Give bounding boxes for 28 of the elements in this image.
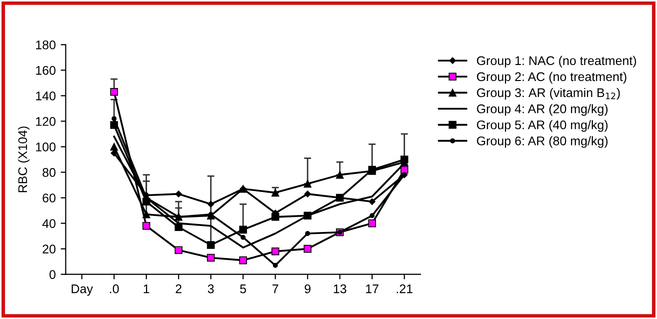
x-tick-label: Day xyxy=(72,284,93,296)
x-tick-label: 1 xyxy=(144,284,150,294)
x-tick-label: 2 xyxy=(176,284,182,294)
y-tick-label: 140 xyxy=(36,92,56,100)
y-tick-label: 40 xyxy=(42,219,56,228)
x-tick-label: 7 xyxy=(272,284,278,294)
y-tick-label: 0 xyxy=(50,270,56,279)
x-tick-label: 13 xyxy=(334,284,346,294)
x-tick-label: 3 xyxy=(208,284,214,294)
y-tick-label: 80 xyxy=(42,168,56,177)
x-tick-label: .0 xyxy=(110,284,119,294)
legend-label: Group 5: AR (40 mg/kg) xyxy=(476,120,608,132)
y-tick-label: 100 xyxy=(36,142,56,152)
y-tick-label: 180 xyxy=(36,40,56,50)
y-tick-label: 60 xyxy=(42,194,56,202)
legend-label: Group 6: AR (80 mg/kg) xyxy=(476,136,608,148)
y-tick-label: 120 xyxy=(36,117,56,126)
legend-label: Group 2: AC (no treatment) xyxy=(476,72,626,84)
x-tick-label: .21 xyxy=(396,284,412,294)
legend-label: Group 4: AR (20 mg/kg) xyxy=(476,104,608,116)
x-tick-label: 17 xyxy=(366,284,378,294)
legend-label: Group 1: NAC (no treatment) xyxy=(476,56,636,68)
y-tick-label: 160 xyxy=(36,66,56,75)
x-tick-label: 5 xyxy=(240,284,246,294)
legend-label: Group 3: AR (vitamin B$_{12}$) xyxy=(476,88,620,100)
y-tick-label: 20 xyxy=(42,244,56,254)
y-axis-title: RBC (X104) xyxy=(18,126,30,192)
x-tick-label: 9 xyxy=(304,284,310,294)
